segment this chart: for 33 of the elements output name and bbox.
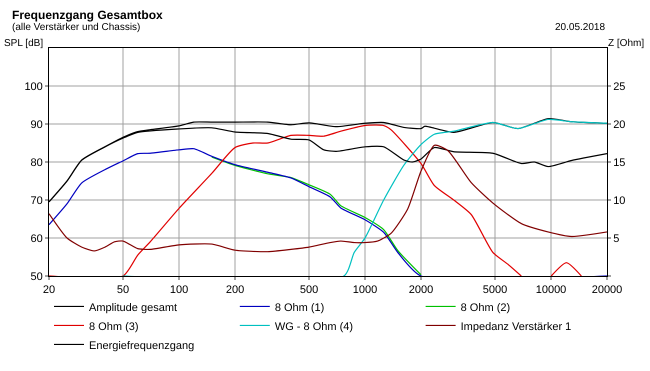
y-tick-label: 80 bbox=[30, 156, 43, 169]
y-tick-label: 100 bbox=[24, 80, 43, 93]
x-tick-label: 5000 bbox=[482, 284, 508, 296]
x-tick-label: 20000 bbox=[592, 284, 622, 296]
y-axis-title: SPL [dB] bbox=[4, 38, 44, 49]
x-tick-label: 50 bbox=[116, 284, 130, 296]
legend-label: WG - 8 Ohm (4) bbox=[274, 320, 354, 333]
text: 20.05.2018 bbox=[555, 22, 606, 33]
x-tick-label: 10000 bbox=[536, 284, 566, 296]
legend-label: 8 Ohm (2) bbox=[460, 302, 510, 314]
x-tick-label: 100 bbox=[170, 284, 188, 296]
y2-tick-label: 5 bbox=[613, 232, 620, 245]
x-tick-label: 500 bbox=[300, 284, 318, 296]
y-tick-label: 90 bbox=[30, 118, 43, 131]
legend-label: Impedanz Verstärker 1 bbox=[460, 320, 572, 333]
legend-label: 8 Ohm (3) bbox=[89, 320, 139, 333]
y-tick-label: 70 bbox=[30, 194, 43, 207]
y2-tick-label: 10 bbox=[613, 194, 626, 207]
y-tick-label: 50 bbox=[30, 270, 43, 283]
x-tick-label: 20 bbox=[42, 284, 56, 296]
legend-label: Energiefrequenzgang bbox=[89, 340, 194, 352]
y2-tick-label: 20 bbox=[613, 118, 626, 131]
legend-label: Amplitude gesamt bbox=[89, 302, 178, 314]
y2-axis-title: Z [Ohm] bbox=[608, 38, 644, 49]
chart-title: Frequenzgang Gesamtbox bbox=[12, 8, 164, 22]
chart-subtitle: (alle Verstärker und Chassis) bbox=[12, 22, 140, 33]
x-tick-label: 1000 bbox=[352, 284, 378, 296]
y-tick-label: 60 bbox=[30, 232, 43, 245]
x-tick-label: 2000 bbox=[408, 284, 434, 296]
y2-tick-label: 25 bbox=[613, 80, 626, 93]
y2-tick-label: 15 bbox=[613, 156, 626, 169]
legend-label: 8 Ohm (1) bbox=[274, 302, 324, 314]
x-tick-label: 200 bbox=[226, 284, 244, 296]
